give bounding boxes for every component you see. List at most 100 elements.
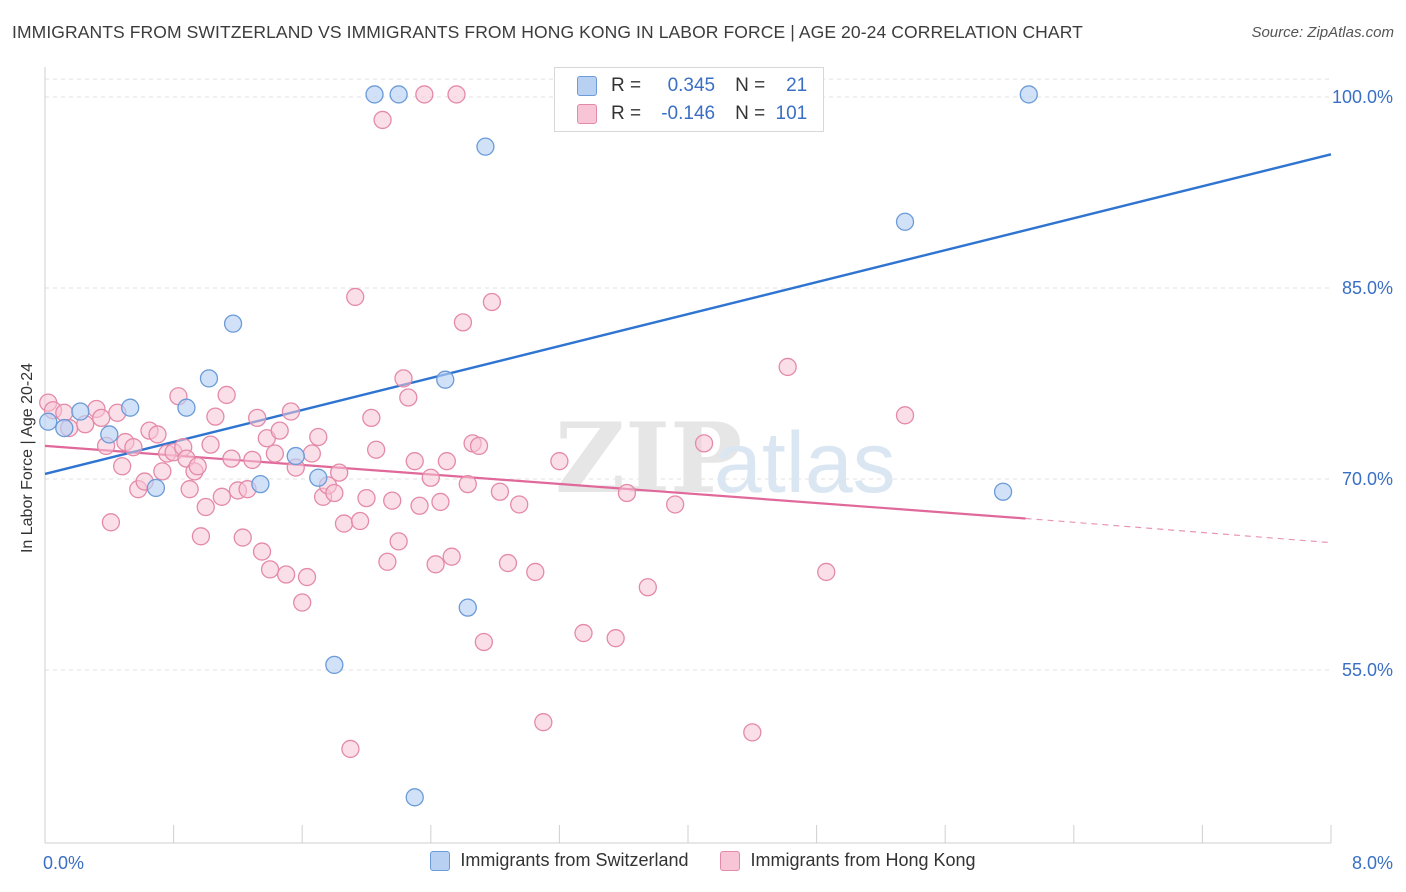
point-switzerland <box>146 478 166 498</box>
legend-r-value-switzerland: 0.345 <box>667 75 716 96</box>
point-hongkong <box>617 483 637 503</box>
point-hongkong <box>389 532 408 551</box>
y-tick-label: 100.0% <box>1332 87 1393 107</box>
trend-line-hongkong <box>44 444 1026 520</box>
y-tick-label: 85.0% <box>1342 278 1393 298</box>
series-legend-hongkong: Immigrants from Hong Kong <box>720 850 976 871</box>
point-hongkong <box>243 450 262 470</box>
point-hongkong <box>482 292 502 312</box>
point-hongkong <box>638 578 657 597</box>
point-hongkong <box>276 565 296 584</box>
point-switzerland <box>365 85 384 104</box>
point-hongkong <box>550 452 569 471</box>
point-hongkong <box>378 552 397 571</box>
point-hongkong <box>490 482 510 501</box>
point-hongkong <box>217 385 236 405</box>
point-hongkong <box>101 513 121 532</box>
point-hongkong <box>362 408 381 428</box>
point-switzerland <box>251 474 270 494</box>
legend-swatch-switzerland <box>577 76 597 96</box>
point-hongkong <box>606 629 625 648</box>
point-switzerland <box>458 598 477 617</box>
point-hongkong <box>383 491 402 510</box>
point-hongkong <box>510 495 529 514</box>
axes <box>44 67 1332 844</box>
legend-r-label: R = <box>611 103 642 124</box>
point-hongkong <box>248 408 267 428</box>
point-hongkong <box>180 480 199 499</box>
series-legend: Immigrants from Switzerland Immigrants f… <box>0 850 1406 871</box>
series-name-hongkong: Immigrants from Hong Kong <box>750 850 976 870</box>
point-switzerland <box>55 418 74 438</box>
series-swatch-hongkong <box>720 850 741 871</box>
point-switzerland <box>1019 85 1038 104</box>
point-switzerland <box>895 212 915 231</box>
point-hongkong <box>394 369 413 388</box>
point-hongkong <box>447 85 466 104</box>
point-hongkong <box>281 402 301 421</box>
point-switzerland <box>405 788 424 807</box>
legend-row-switzerland: R = 0.345 N = 21 <box>577 73 807 99</box>
point-hongkong <box>474 632 493 652</box>
point-switzerland <box>436 370 455 389</box>
point-hongkong <box>260 560 280 579</box>
point-hongkong <box>233 528 252 547</box>
point-hongkong <box>817 562 836 582</box>
point-hongkong <box>252 542 272 561</box>
point-hongkong <box>309 427 328 447</box>
point-switzerland <box>309 468 328 487</box>
point-hongkong <box>426 555 445 574</box>
point-hongkong <box>196 497 215 517</box>
series-swatch-switzerland <box>430 850 451 871</box>
legend-n-label: N = <box>735 103 766 124</box>
point-hongkong <box>330 463 349 482</box>
point-hongkong <box>410 496 429 515</box>
x-tick-label-max: 8.0% <box>1352 853 1393 873</box>
series-legend-switzerland: Immigrants from Switzerland <box>430 850 688 871</box>
point-hongkong <box>405 452 424 471</box>
point-hongkong <box>437 452 457 471</box>
point-hongkong <box>222 449 241 468</box>
point-hongkong <box>399 388 418 407</box>
legend-n-label: N = <box>735 75 766 96</box>
point-switzerland <box>100 425 119 444</box>
point-hongkong <box>55 403 74 422</box>
point-switzerland <box>325 655 344 675</box>
legend-n-value-switzerland: 21 <box>786 75 808 96</box>
point-hongkong <box>453 313 473 332</box>
point-hongkong <box>293 593 312 612</box>
point-hongkong <box>92 408 111 428</box>
point-hongkong <box>270 421 289 440</box>
point-hongkong <box>148 425 167 444</box>
point-hongkong <box>665 495 685 514</box>
trend-line-hongkong-extension <box>1025 517 1332 544</box>
point-hongkong <box>153 462 172 481</box>
legend-r-label: R = <box>611 75 642 96</box>
point-hongkong <box>431 492 450 512</box>
legend-n-value-hongkong: 101 <box>775 103 808 124</box>
point-hongkong <box>341 739 360 759</box>
point-hongkong <box>206 407 225 426</box>
point-hongkong <box>366 440 386 459</box>
y-tick-label: 55.0% <box>1342 660 1393 680</box>
point-hongkong <box>334 514 354 533</box>
point-switzerland <box>39 412 58 431</box>
point-hongkong <box>124 438 143 457</box>
point-hongkong <box>113 457 132 476</box>
y-tick-label: 70.0% <box>1342 469 1393 489</box>
point-hongkong <box>302 444 321 463</box>
point-switzerland <box>121 398 140 417</box>
correlation-legend: R = 0.345 N = 21 R = -0.146 N = 101 <box>554 67 824 132</box>
point-switzerland <box>71 402 90 421</box>
watermark-atlas: atlas <box>714 415 896 511</box>
point-hongkong <box>526 562 545 582</box>
point-hongkong <box>212 487 231 506</box>
point-hongkong <box>469 436 489 456</box>
legend-swatch-hongkong <box>577 104 597 124</box>
chart-title: IMMIGRANTS FROM SWITZERLAND VS IMMIGRANT… <box>12 22 1083 42</box>
point-switzerland <box>286 446 305 466</box>
point-hongkong <box>534 713 553 732</box>
point-hongkong <box>778 357 797 377</box>
point-switzerland <box>389 85 408 104</box>
